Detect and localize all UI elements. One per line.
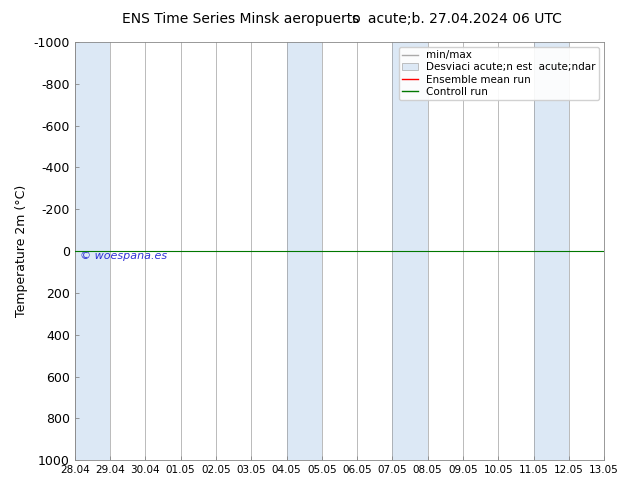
Legend: min/max, Desviaci acute;n est  acute;ndar, Ensemble mean run, Controll run: min/max, Desviaci acute;n est acute;ndar… <box>399 47 599 100</box>
Bar <box>287 42 322 460</box>
Y-axis label: Temperature 2m (°C): Temperature 2m (°C) <box>15 185 28 317</box>
Text: s  acute;b. 27.04.2024 06 UTC: s acute;b. 27.04.2024 06 UTC <box>351 12 562 26</box>
Bar <box>392 42 428 460</box>
Bar <box>604 42 622 460</box>
Text: ENS Time Series Minsk aeropuerto: ENS Time Series Minsk aeropuerto <box>122 12 360 26</box>
Bar <box>75 42 110 460</box>
Text: © woespana.es: © woespana.es <box>80 251 167 261</box>
Bar <box>534 42 569 460</box>
